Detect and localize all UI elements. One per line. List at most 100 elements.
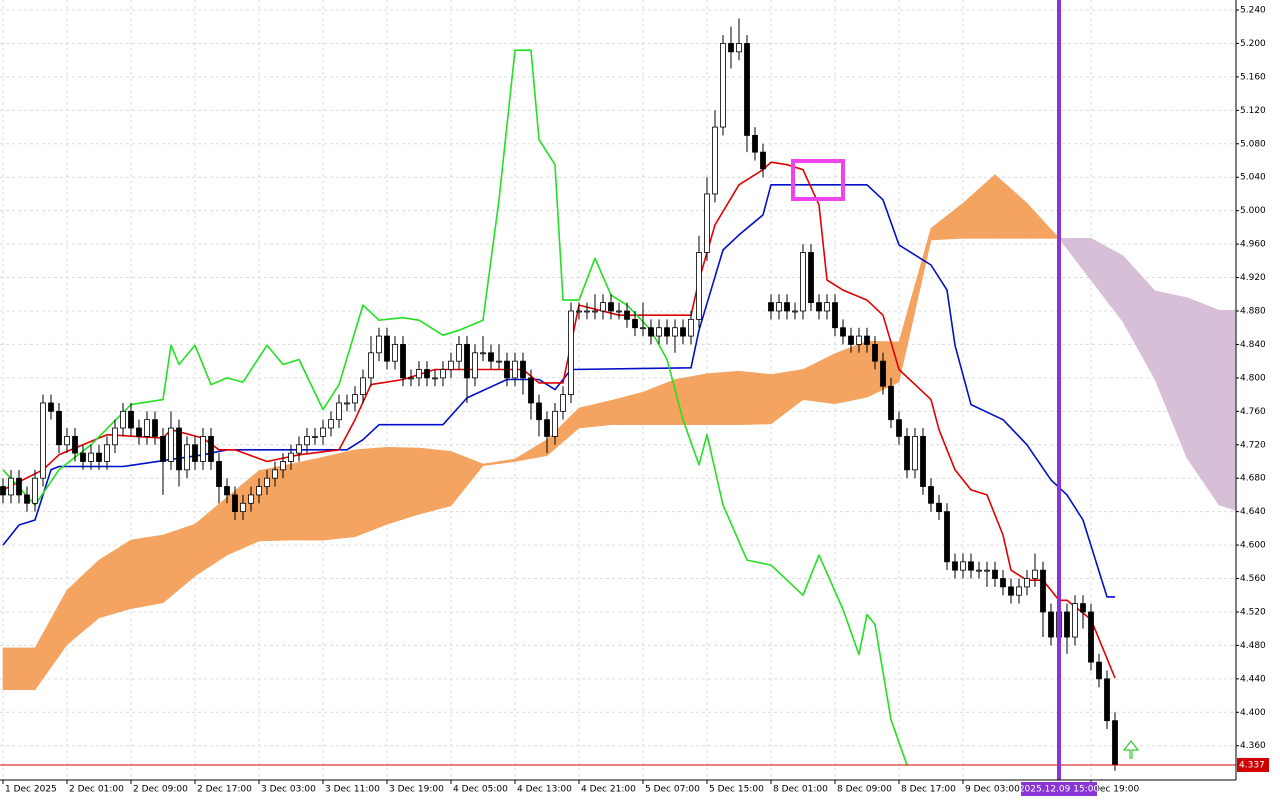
candle-body	[248, 494, 254, 504]
candle-body	[304, 435, 310, 446]
x-tick-label: 5 Dec 15:00	[709, 785, 764, 795]
candle-body	[864, 335, 870, 345]
candle-body	[432, 377, 438, 380]
x-tick-label: 2 Dec 17:00	[197, 785, 252, 795]
candle-body	[480, 352, 486, 355]
candle-body	[840, 327, 846, 337]
candle-body	[616, 310, 622, 313]
candle-body	[520, 360, 526, 379]
candle-body	[552, 410, 558, 437]
candle-body	[40, 402, 46, 479]
candle-body	[48, 402, 54, 412]
y-tick-label: 4.600	[1240, 541, 1266, 551]
candle-body	[656, 327, 662, 337]
candle-body	[768, 302, 774, 312]
candle-body	[736, 43, 742, 53]
candle-body	[960, 561, 966, 571]
candle-body	[792, 310, 798, 313]
x-tick-label: 1 Dec 2025	[5, 785, 57, 795]
y-tick-label: 4.360	[1240, 741, 1266, 751]
candle-body	[592, 310, 598, 313]
y-tick-label: 5.080	[1240, 139, 1266, 149]
candle-body	[464, 344, 470, 379]
candle-body	[696, 252, 702, 320]
candle-body	[880, 360, 886, 387]
x-tick-label: 8 Dec 17:00	[901, 785, 956, 795]
candle-body	[32, 477, 38, 504]
x-tick-label: 3 Dec 03:00	[261, 785, 316, 795]
cloud-segment	[386, 446, 420, 525]
candle-body	[1008, 586, 1014, 596]
y-tick-label: 4.960	[1240, 240, 1266, 250]
x-tick-label: 4 Dec 21:00	[581, 785, 636, 795]
candle-body	[80, 452, 86, 462]
y-tick-label: 4.800	[1240, 373, 1266, 383]
cloud-segment	[418, 447, 452, 515]
candle-body	[240, 502, 246, 513]
crosshair-label: 2025.12.09 15:00	[1019, 785, 1100, 795]
candle-body	[448, 360, 454, 370]
candle-body	[456, 344, 462, 362]
candle-body	[400, 344, 406, 379]
candle-body	[816, 302, 822, 312]
price-label: 4.337	[1239, 760, 1265, 770]
candle-body	[136, 427, 142, 437]
candle-body	[368, 352, 374, 379]
candle-body	[8, 477, 14, 496]
cloud-segment	[1218, 309, 1236, 511]
x-tick-label: 3 Dec 11:00	[325, 785, 380, 795]
candle-body	[1048, 611, 1054, 638]
candle-body	[408, 377, 414, 380]
candle-body	[1064, 611, 1070, 638]
candle-body	[128, 410, 134, 429]
candle-body	[384, 335, 390, 362]
cloud-segment	[290, 456, 324, 541]
overlay-layer	[0, 0, 1236, 780]
candle-body	[648, 327, 654, 337]
candle-body	[744, 43, 750, 136]
y-tick-label: 4.440	[1240, 674, 1266, 684]
price-label-box	[1237, 757, 1269, 772]
candle-body	[896, 419, 902, 437]
candle-body	[1080, 603, 1086, 613]
candle-body	[528, 377, 534, 404]
candle-body	[920, 435, 926, 487]
y-tick-label: 4.840	[1240, 340, 1266, 350]
candle-body	[264, 477, 270, 487]
candle-body	[712, 126, 718, 195]
cloud-segment	[354, 446, 388, 538]
candle-body	[584, 310, 590, 313]
candle-body	[664, 327, 670, 337]
candle-body	[192, 444, 198, 462]
y-tick-label: 5.120	[1240, 106, 1266, 116]
candle-body	[640, 327, 646, 330]
candle-body	[512, 360, 518, 379]
candle-body	[752, 135, 758, 153]
candle-body	[424, 369, 430, 379]
y-tick-label: 5.040	[1240, 173, 1266, 183]
x-tick-label: Dec 19:00	[1093, 785, 1139, 795]
candle-body	[504, 360, 510, 379]
x-tick-label: 9 Dec 03:00	[965, 785, 1020, 795]
y-tick-label: 4.880	[1240, 306, 1266, 316]
candle-body	[168, 427, 174, 462]
candle-body	[208, 435, 214, 462]
candle-body	[64, 435, 70, 446]
candle-body	[848, 335, 854, 345]
candle-body	[72, 435, 78, 454]
candle-body	[1016, 586, 1022, 596]
cloud-segment	[2, 647, 36, 691]
candle-body	[472, 352, 478, 379]
candle-body	[976, 569, 982, 572]
y-tick-label: 4.480	[1240, 641, 1266, 651]
candle-body	[184, 444, 190, 471]
candle-body	[824, 302, 830, 312]
candle-body	[344, 402, 350, 405]
y-tick-label: 5.000	[1240, 206, 1266, 216]
candle-body	[360, 377, 366, 395]
candle-body	[608, 302, 614, 312]
candle-body	[1072, 603, 1078, 638]
